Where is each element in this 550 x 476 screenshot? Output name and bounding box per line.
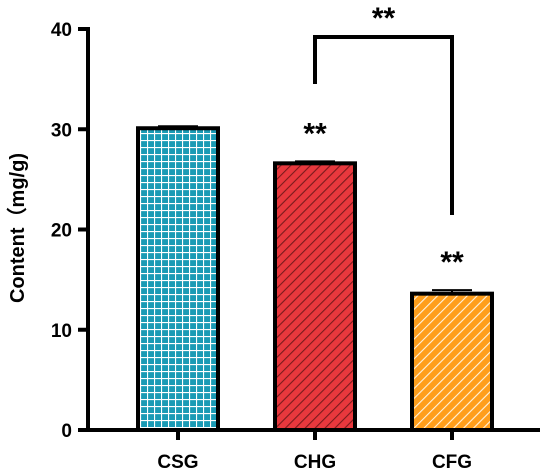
- x-tick-label-csg: CSG: [157, 452, 198, 473]
- y-axis-label: Content（mg/g): [6, 153, 29, 303]
- significance-group: ** ** **: [303, 2, 464, 279]
- y-ticks-group: 0 10 20 30 40: [51, 20, 88, 442]
- y-tick-label: 0: [61, 421, 72, 442]
- significance-marker-cfg: **: [440, 246, 464, 279]
- y-tick-label: 10: [51, 321, 72, 342]
- x-tick-label-cfg: CFG: [432, 452, 472, 473]
- comparison-marker: **: [372, 2, 396, 35]
- x-tick-label-chg: CHG: [294, 452, 336, 473]
- bar-cfg: [410, 291, 494, 432]
- bars-group: [136, 126, 494, 433]
- comparison-bracket: [313, 35, 454, 215]
- error-bars-group: [158, 125, 472, 294]
- significance-marker-chg: **: [303, 117, 327, 150]
- bar-chg: [273, 161, 357, 433]
- y-tick-label: 20: [51, 221, 72, 242]
- y-tick-label: 40: [51, 20, 72, 41]
- y-tick-label: 30: [51, 120, 72, 141]
- bar-csg: [136, 126, 220, 432]
- x-ticks-group: CSG CHG CFG: [157, 430, 472, 473]
